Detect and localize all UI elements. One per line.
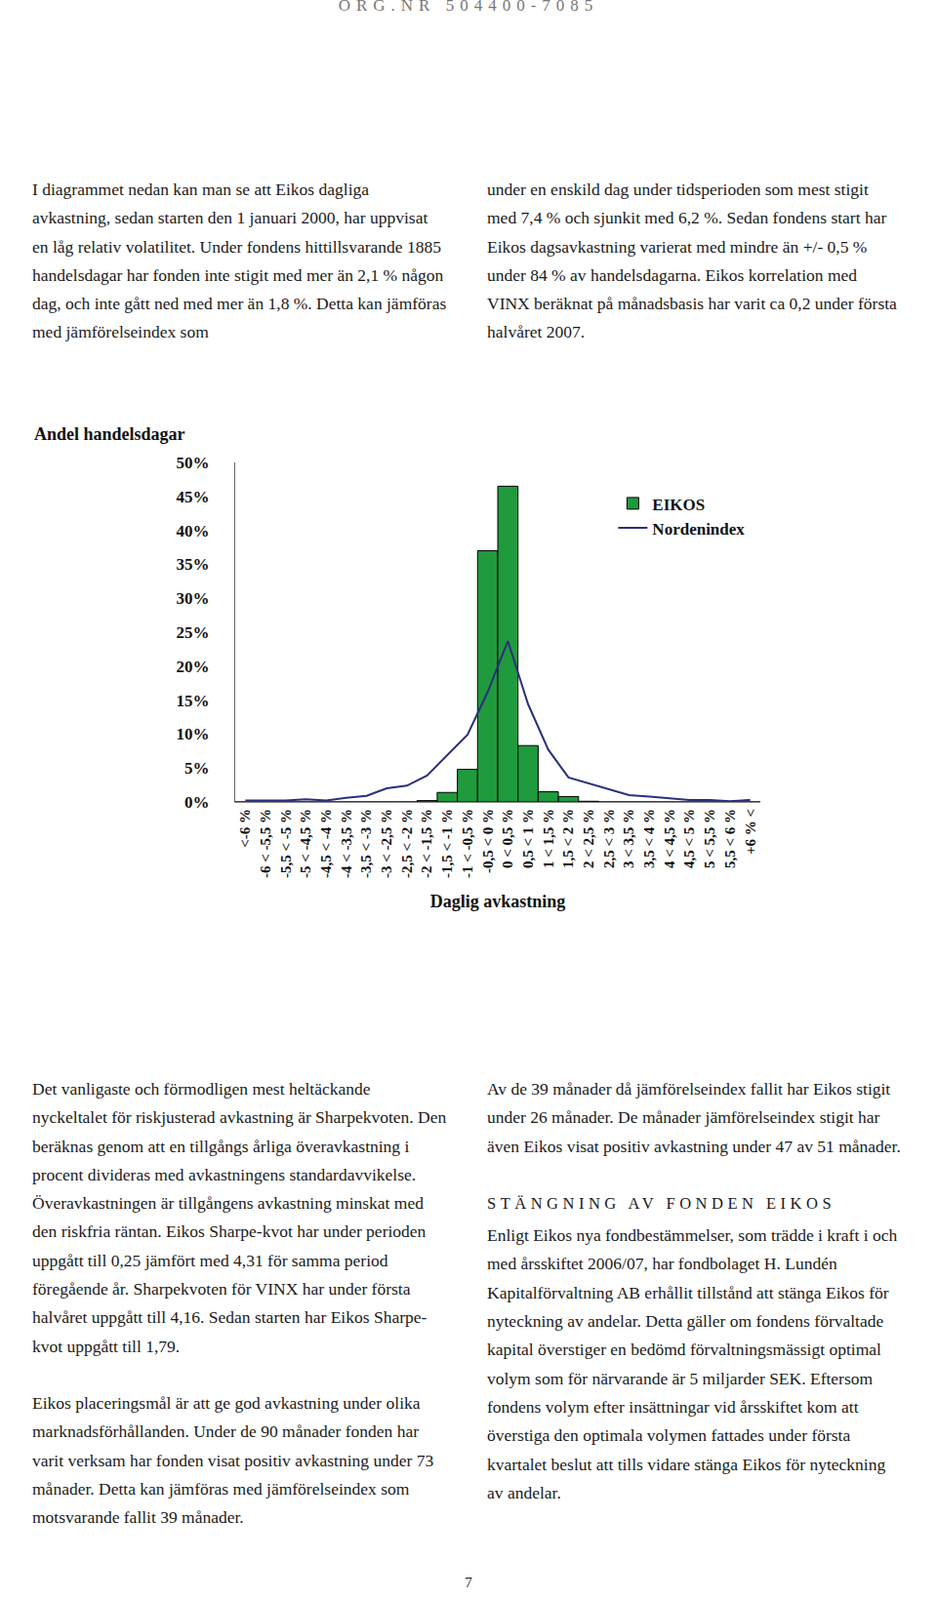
svg-text:1 < 1,5 %: 1 < 1,5 % (540, 809, 557, 869)
svg-text:20%: 20% (176, 657, 210, 677)
html-text:Av de 39 månader då jämförelse: Av de 39 månader då jämförelseindex fall… (487, 1079, 901, 1157)
svg-text:-1 < -0,5 %: -1 < -0,5 % (459, 809, 476, 879)
svg-text:-4,5 < -4 %: -4,5 < -4 % (318, 809, 334, 879)
svg-text:0,5 < 1 %: 0,5 < 1 % (520, 809, 536, 869)
svg-text:3,5 < 4 %: 3,5 < 4 % (641, 809, 657, 869)
svg-text:40%: 40% (176, 522, 210, 541)
svg-text:-3,5 < -3 %: -3,5 < -3 % (358, 809, 374, 879)
svg-text:45%: 45% (176, 488, 210, 507)
html-text:Eikos placeringsmål är att ge: Eikos placeringsmål är att ge god avkast… (32, 1393, 434, 1528)
svg-text:-1,5 < -1 %: -1,5 < -1 % (439, 809, 455, 879)
svg-text:-4 < -3,5 %: -4 < -3,5 % (338, 809, 355, 879)
svg-text:-3 < -2,5 %: -3 < -2,5 % (378, 809, 395, 879)
svg-text:-2 < -1,5 %: -2 < -1,5 % (418, 809, 435, 879)
svg-text:30%: 30% (176, 589, 210, 609)
svg-text:-6 < -5,5 %: -6 < -5,5 % (257, 809, 274, 879)
svg-text:50%: 50% (176, 453, 210, 473)
svg-text:1,5 < 2 %: 1,5 < 2 % (560, 809, 576, 869)
svg-text:5%: 5% (184, 759, 210, 778)
html-text:Det vanligaste och förmodligen: Det vanligaste och förmodligen mest helt… (32, 1079, 447, 1357)
svg-text:2,5 < 3 %: 2,5 < 3 % (601, 809, 617, 869)
svg-text:25%: 25% (176, 623, 210, 643)
svg-text:0%: 0% (184, 793, 210, 813)
svg-text:4 < 4,5 %: 4 < 4,5 % (661, 809, 678, 869)
svg-text:2 < 2,5 %: 2 < 2,5 % (580, 809, 597, 869)
html-text:I diagrammet nedan kan man se: I diagrammet nedan kan man se att Eikos … (32, 179, 447, 343)
html-text:Enligt Eikos nya fondbestämmel: Enligt Eikos nya fondbestämmelser, som t… (487, 1226, 898, 1504)
svg-text:<-6 %: <-6 % (237, 809, 253, 849)
svg-text:5,5 < 6 %: 5,5 < 6 % (722, 809, 738, 869)
html-text:7: 7 (464, 1575, 473, 1591)
svg-text:-5,5 < -5 %: -5,5 < -5 % (278, 809, 294, 879)
svg-text:EIKOS: EIKOS (651, 495, 705, 515)
svg-text:10%: 10% (176, 725, 210, 744)
svg-text:35%: 35% (176, 555, 210, 574)
svg-text:Nordenindex: Nordenindex (651, 520, 745, 539)
svg-text:Daglig avkastning: Daglig avkastning (430, 892, 567, 912)
svg-text:0 < 0,5 %: 0 < 0,5 % (499, 809, 516, 869)
svg-text:Andel handelsdagar: Andel handelsdagar (34, 424, 186, 445)
svg-text:4,5 < 5 %: 4,5 < 5 % (681, 809, 697, 869)
svg-text:-2,5 < -2 %: -2,5 < -2 % (399, 809, 415, 879)
html-text:STÄNGNING AV FONDEN EIKOS: STÄNGNING AV FONDEN EIKOS (487, 1194, 836, 1214)
svg-text:-5 < -4,5 %: -5 < -4,5 % (297, 809, 314, 879)
svg-text:15%: 15% (176, 692, 210, 711)
svg-text:-0,5 < 0 %: -0,5 < 0 % (480, 809, 496, 874)
svg-text:5 < 5,5 %: 5 < 5,5 % (701, 809, 718, 869)
svg-text:+6 % <: +6 % < (742, 809, 759, 856)
html-text:under en enskild dag under tid: under en enskild dag under tidsperioden … (487, 179, 897, 343)
svg-text:3 < 3,5 %: 3 < 3,5 % (620, 809, 637, 869)
